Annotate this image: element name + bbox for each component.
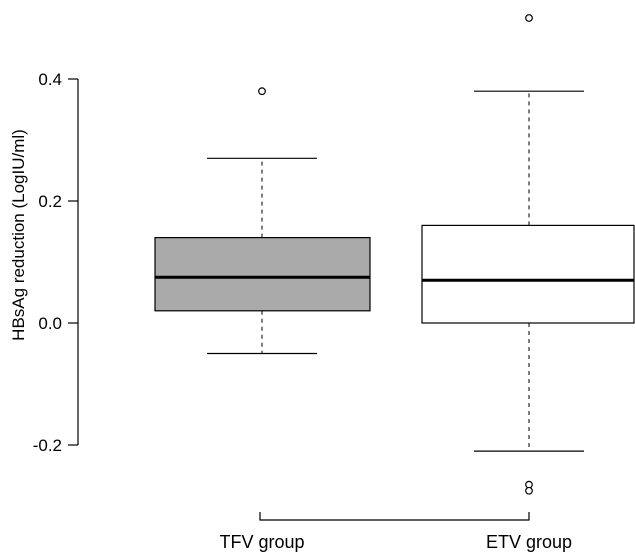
- x-axis-bracket: [259, 512, 530, 521]
- y-tick-label: -0.2: [33, 436, 62, 455]
- box-2: [421, 14, 635, 495]
- outlier-point: [525, 14, 533, 22]
- outlier-point: [258, 87, 266, 96]
- boxes: [154, 14, 635, 495]
- y-tick-label: 0.0: [38, 314, 62, 333]
- category-label: ETV group: [486, 532, 572, 552]
- y-tick-label: 0.2: [38, 192, 62, 211]
- y-ticks: 0.4 0.2 0.0 -0.2: [33, 70, 78, 455]
- iqr-box: [154, 237, 371, 312]
- category-label: TFV group: [219, 532, 304, 552]
- category-labels: TFV group ETV group: [219, 532, 572, 552]
- iqr-box: [421, 224, 635, 324]
- y-tick-label: 0.4: [38, 70, 62, 89]
- box-1: [154, 87, 371, 355]
- y-axis-title: HBsAg reduction (LogIU/ml): [9, 129, 28, 341]
- outlier-point: [525, 486, 533, 495]
